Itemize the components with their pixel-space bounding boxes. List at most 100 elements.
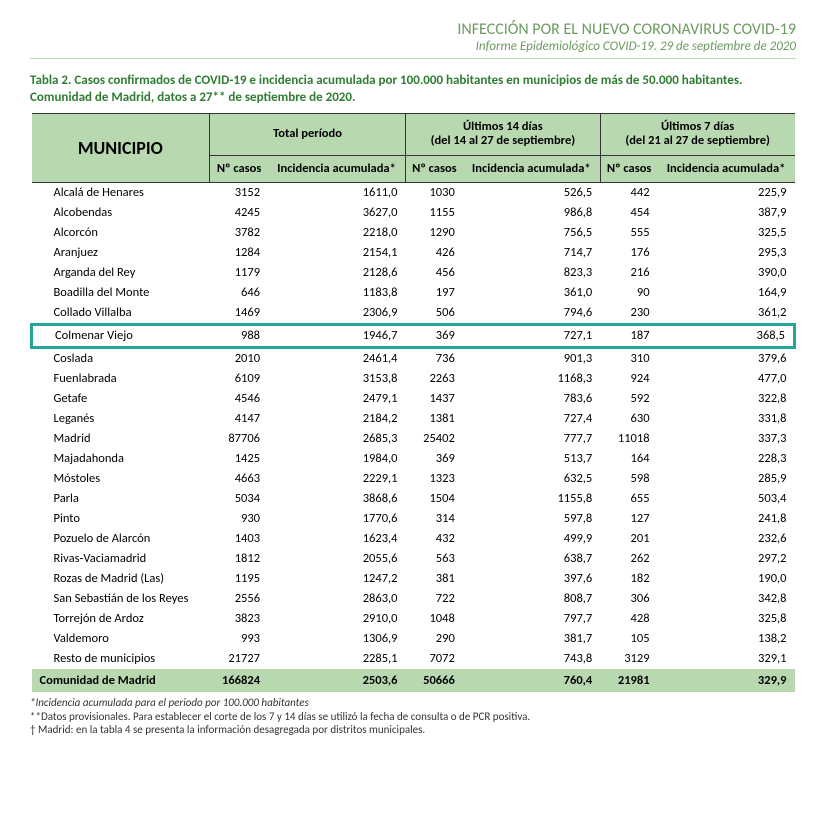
cell: 241,8 [658,509,795,529]
cell: 2154,1 [268,243,405,263]
cell: 216 [600,263,657,283]
cell: 777,7 [463,429,600,449]
cell: 1155,8 [463,489,600,509]
cell: 25402 [405,429,462,449]
col-7-incid: Incidencia acumulada* [658,155,795,182]
cell: 197 [405,283,462,303]
total-row: Comunidad de Madrid1668242503,650666760,… [32,669,795,692]
cell: 381,7 [463,629,600,649]
cell: 988 [210,324,268,347]
cell: 379,6 [658,347,795,369]
cell: 201 [600,529,657,549]
cell: 2128,6 [268,263,405,283]
cell: 5034 [210,489,268,509]
cell: 361,0 [463,283,600,303]
cell: 630 [600,409,657,429]
table-row: Alcorcón37822218,01290756,5555325,5 [32,223,795,243]
cell: 646 [210,283,268,303]
cell: 21727 [210,649,268,669]
cell: 1247,2 [268,569,405,589]
cell: 1504 [405,489,462,509]
cell: 2461,4 [268,347,405,369]
table-row: Resto de municipios217272285,17072743,83… [32,649,795,669]
cell: 4663 [210,469,268,489]
cell: 187 [600,324,657,347]
cell: 1306,9 [268,629,405,649]
cell: 331,8 [658,409,795,429]
col-municipio: MUNICIPIO [32,113,210,182]
cell: 2055,6 [268,549,405,569]
cell: 3823 [210,609,268,629]
cell: 513,7 [463,449,600,469]
cell: Majadahonda [32,449,210,469]
cell: 3129 [600,649,657,669]
cell: 993 [210,629,268,649]
table-body: Alcalá de Henares31521611,01030526,54422… [32,182,795,692]
cell: 743,8 [463,649,600,669]
table-row: Fuenlabrada61093153,822631168,3924477,0 [32,369,795,389]
cell: 428 [600,609,657,629]
cell: Aranjuez [32,243,210,263]
cell: 310 [600,347,657,369]
cell: 337,3 [658,429,795,449]
cell: Móstoles [32,469,210,489]
cell: 432 [405,529,462,549]
cell: 105 [600,629,657,649]
cell: 924 [600,369,657,389]
table-caption: Tabla 2. Casos confirmados de COVID-19 e… [30,73,796,107]
cell: 190,0 [658,569,795,589]
cell: 7072 [405,649,462,669]
table-row: Madrid877062685,325402777,711018337,3 [32,429,795,449]
cell: 1946,7 [268,324,405,347]
cell: 90 [600,283,657,303]
total-cell: 329,9 [658,669,795,692]
cell: 369 [405,449,462,469]
cell: 3627,0 [268,203,405,223]
cell: 598 [600,469,657,489]
table-row: Pozuelo de Alarcón14031623,4432499,92012… [32,529,795,549]
cell: 11018 [600,429,657,449]
total-cell: 760,4 [463,669,600,692]
cell: 290 [405,629,462,649]
cell: 1284 [210,243,268,263]
cell: 930 [210,509,268,529]
cell: 329,1 [658,649,795,669]
cell: 526,5 [463,182,600,203]
cell: 1437 [405,389,462,409]
footnote-1: *Incidencia acumulada para el periodo po… [30,696,796,710]
cell: 306 [600,589,657,609]
cell: 426 [405,243,462,263]
covid-table: MUNICIPIO Total período Últimos 14 días … [30,113,796,692]
cell: 454 [600,203,657,223]
cell: 2556 [210,589,268,609]
document-subtitle: Informe Epidemiológico COVID-19. 29 de s… [30,39,796,54]
cell: 808,7 [463,589,600,609]
table-row: Móstoles46632229,11323632,5598285,9 [32,469,795,489]
cell: 2229,1 [268,469,405,489]
cell: 986,8 [463,203,600,223]
table-row: San Sebastián de los Reyes25562863,07228… [32,589,795,609]
cell: 4245 [210,203,268,223]
table-row: Rozas de Madrid (Las)11951247,2381397,61… [32,569,795,589]
cell: 295,3 [658,243,795,263]
cell: 6109 [210,369,268,389]
cell: 297,2 [658,549,795,569]
cell: 164 [600,449,657,469]
cell: 794,6 [463,303,600,325]
cell: 901,3 [463,347,600,369]
cell: 1425 [210,449,268,469]
table-row: Getafe45462479,11437783,6592322,8 [32,389,795,409]
cell: 477,0 [658,369,795,389]
cell: 722 [405,589,462,609]
cell: 3782 [210,223,268,243]
cell: Pinto [32,509,210,529]
cell: Torrejón de Ardoz [32,609,210,629]
cell: 1770,6 [268,509,405,529]
table-row: Alcobendas42453627,01155986,8454387,9 [32,203,795,223]
cell: Pozuelo de Alarcón [32,529,210,549]
cell: 2685,3 [268,429,405,449]
table-row: Boadilla del Monte6461183,8197361,090164… [32,283,795,303]
cell: 369 [405,324,462,347]
cell: 727,4 [463,409,600,429]
cell: 597,8 [463,509,600,529]
